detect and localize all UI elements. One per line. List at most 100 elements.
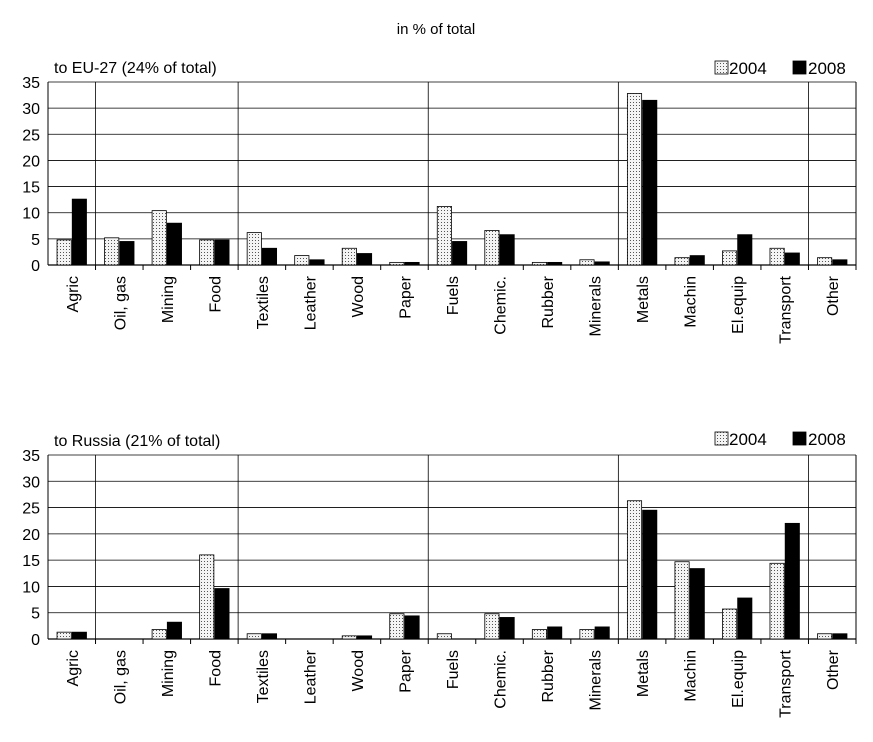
- legend: 2004 2008: [714, 59, 846, 78]
- bar-2008-metals: [642, 509, 658, 640]
- y-tick-label: 30: [22, 101, 40, 118]
- x-tick-label: Oil, gas: [112, 650, 129, 704]
- x-tick-label: Metals: [635, 276, 652, 323]
- y-tick-label: 30: [22, 474, 40, 491]
- bar-2004-textiles: [246, 633, 262, 640]
- bar-2008-elequip: [737, 234, 753, 266]
- y-tick-label: 5: [31, 606, 40, 623]
- x-tick-label: Other: [825, 275, 842, 316]
- bar-2008-leather: [309, 259, 325, 266]
- y-tick-label: 25: [22, 501, 40, 518]
- bar-2008-food: [214, 239, 230, 266]
- bar-2008-mining: [166, 222, 182, 266]
- bar-2004-agric: [56, 239, 72, 266]
- x-tick-label: Mining: [160, 276, 177, 323]
- legend-swatch-2004: [714, 60, 729, 75]
- bar-2004-agric: [56, 631, 72, 640]
- x-tick-label: Paper: [397, 649, 414, 692]
- bar-2004-transport: [769, 247, 785, 266]
- y-tick-label: 35: [22, 75, 40, 92]
- x-tick-label: Metals: [635, 650, 652, 697]
- bar-2004-paper: [389, 613, 405, 640]
- y-tick-label: 20: [22, 527, 40, 544]
- y-tick-label: 10: [22, 206, 40, 223]
- chart-title: to EU-27 (24% of total): [54, 60, 217, 77]
- bar-2008-mining: [166, 621, 182, 640]
- x-tick-label: Paper: [397, 275, 414, 318]
- bar-2004-metals: [626, 93, 643, 266]
- bar-2004-oilgas: [104, 237, 120, 266]
- bar-2008-transport: [784, 522, 800, 640]
- bar-2004-chemic: [484, 613, 500, 640]
- x-tick-label: El.equip: [730, 650, 747, 708]
- bar-2008-paper: [404, 615, 420, 640]
- bar-2004-textiles: [246, 232, 262, 266]
- bar-2004-elequip: [722, 608, 738, 640]
- x-tick-label: Leather: [302, 649, 319, 704]
- bar-2008-other: [832, 633, 848, 640]
- y-tick-label: 35: [22, 448, 40, 465]
- bar-2004-other: [817, 633, 833, 640]
- x-tick-label: Transport: [778, 275, 795, 343]
- legend-swatch-2004: [714, 431, 729, 446]
- x-tick-label: Textiles: [255, 276, 272, 329]
- y-tick-label: 25: [22, 127, 40, 144]
- bar-2004-rubber: [531, 629, 547, 640]
- bar-2004-paper: [389, 261, 405, 266]
- bar-2004-rubber: [531, 261, 547, 266]
- bar-2004-wood: [341, 247, 357, 266]
- bar-2008-agric: [71, 631, 87, 640]
- bar-2008-fuels: [452, 241, 468, 266]
- bar-2004-food: [199, 554, 215, 640]
- bar-2008-food: [214, 588, 230, 640]
- bar-2008-paper: [404, 261, 420, 266]
- chart-panel: 0 5 10 15 20 25 30 35 Agric Oil, gas Mining Food Tex…: [22, 430, 857, 718]
- y-tick-label: 0: [31, 258, 40, 275]
- legend-swatch-2008: [792, 60, 807, 75]
- legend: 2004 2008: [714, 430, 846, 449]
- legend-label-2004: 2004: [729, 430, 767, 449]
- chart-title: to Russia (21% of total): [54, 433, 220, 450]
- bar-2008-chemic: [499, 234, 515, 266]
- bar-2004-fuels: [436, 206, 452, 266]
- bar-2004-machin: [674, 257, 690, 266]
- x-tick-label: Chemic.: [493, 650, 510, 709]
- bar-2008-elequip: [737, 597, 753, 640]
- x-tick-label: Leather: [302, 275, 319, 330]
- bar-2008-oilgas: [119, 241, 135, 266]
- bar-2004-fuels: [436, 633, 452, 640]
- x-tick-label: Agric: [65, 276, 82, 312]
- x-tick-label: Textiles: [255, 650, 272, 703]
- x-tick-label: Food: [207, 650, 224, 686]
- bar-2008-minerals: [594, 261, 610, 266]
- x-tick-label: El.equip: [730, 276, 747, 334]
- x-tick-label: Rubber: [540, 649, 557, 702]
- legend-label-2008: 2008: [808, 59, 846, 78]
- bar-2008-agric: [71, 198, 87, 266]
- x-tick-label: Food: [207, 276, 224, 312]
- bar-2008-textiles: [261, 247, 278, 266]
- bar-2004-mining: [151, 210, 167, 266]
- x-tick-label: Fuels: [445, 276, 462, 315]
- y-tick-label: 15: [22, 553, 40, 570]
- page-title: in % of total: [397, 21, 475, 38]
- bar-2004-minerals: [579, 259, 595, 266]
- bar-2004-chemic: [484, 230, 500, 266]
- x-tick-label: Machin: [683, 650, 700, 702]
- y-tick-label: 10: [22, 579, 40, 596]
- x-tick-label: Fuels: [445, 650, 462, 689]
- legend-label-2008: 2008: [808, 430, 846, 449]
- x-tick-label: Agric: [65, 650, 82, 686]
- bar-2004-machin: [674, 561, 690, 640]
- x-tick-label: Wood: [350, 276, 367, 318]
- bar-2008-transport: [784, 252, 800, 266]
- y-tick-label: 15: [22, 180, 40, 197]
- x-tick-label: Minerals: [588, 650, 605, 710]
- bar-2008-other: [832, 259, 848, 266]
- bar-2004-transport: [769, 562, 785, 640]
- bar-2004-other: [817, 257, 833, 266]
- x-tick-label: Transport: [778, 649, 795, 717]
- bar-2008-machin: [689, 568, 705, 640]
- bar-2008-wood: [357, 635, 373, 640]
